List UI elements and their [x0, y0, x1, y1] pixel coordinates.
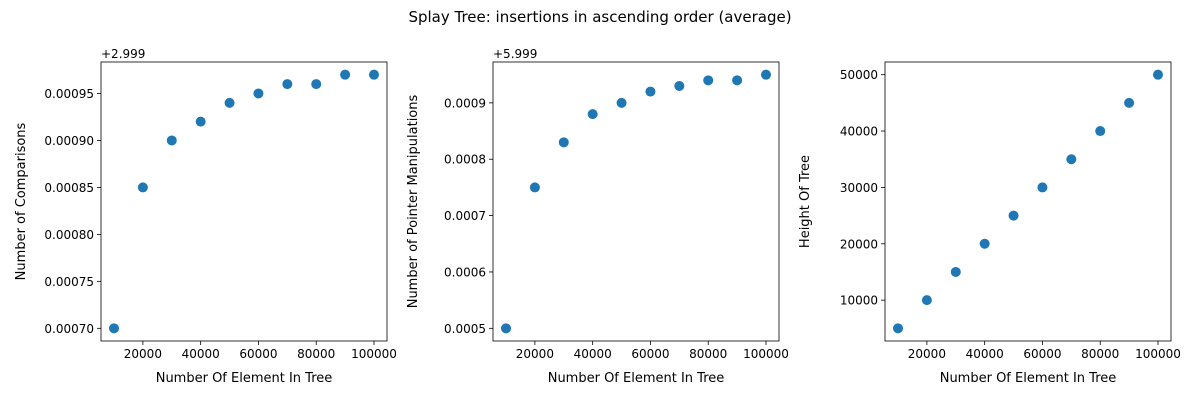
data-point: [893, 323, 903, 334]
y-axis-label: Height Of Tree: [798, 155, 813, 248]
y-axis-label: Number of Comparisons: [14, 122, 29, 280]
data-point: [501, 323, 511, 334]
x-tick-label: 100000: [743, 347, 789, 361]
data-point: [253, 88, 264, 99]
axes-frame: [492, 61, 780, 342]
axes-frame: [100, 61, 388, 342]
x-tick-label: 100000: [1135, 347, 1181, 361]
x-tick-label: 60000: [631, 347, 669, 361]
data-point: [109, 323, 119, 334]
data-point: [311, 79, 322, 90]
x-tick-label: 60000: [1023, 347, 1061, 361]
y-tick-label: 0.0007: [444, 209, 486, 223]
y-tick-label: 30000: [840, 181, 878, 195]
y-tick-label: 40000: [840, 125, 878, 139]
x-tick-label: 40000: [966, 347, 1004, 361]
y-offset-text: +5.999: [493, 47, 537, 61]
data-point: [732, 75, 743, 86]
subplots: 20000 40000 60000 80000 1000000.000700.00075…: [14, 47, 1181, 386]
figure-title: Splay Tree: insertions in ascending orde…: [408, 8, 791, 26]
data-point: [369, 69, 379, 80]
x-tick-label: 100000: [351, 347, 397, 361]
data-point: [1008, 210, 1019, 221]
data-point: [529, 182, 540, 193]
y-tick-label: 0.00075: [44, 275, 94, 289]
y-tick-label: 0.00070: [44, 322, 94, 336]
data-point: [950, 266, 961, 277]
x-tick-label: 20000: [516, 347, 554, 361]
x-tick-label: 40000: [574, 347, 612, 361]
data-point: [979, 238, 990, 249]
data-point: [761, 69, 771, 80]
data-point: [166, 135, 177, 146]
x-axis-label: Number Of Element In Tree: [940, 371, 1117, 386]
data-point: [587, 109, 598, 120]
x-tick-label: 20000: [908, 347, 946, 361]
data-point: [137, 182, 148, 193]
x-tick-label: 80000: [689, 347, 727, 361]
x-tick-label: 40000: [182, 347, 220, 361]
data-point: [224, 97, 235, 108]
data-point: [703, 75, 714, 86]
data-point: [282, 79, 293, 90]
y-tick-label: 20000: [840, 237, 878, 251]
y-tick-label: 0.00080: [44, 228, 94, 242]
y-tick-label: 0.0009: [444, 96, 486, 110]
data-point: [645, 86, 656, 97]
y-tick-label: 0.0008: [444, 153, 486, 167]
data-point: [558, 137, 569, 148]
x-axis-label: Number Of Element In Tree: [156, 371, 333, 386]
data-point: [195, 116, 206, 127]
y-tick-label: 0.00085: [44, 181, 94, 195]
subplot-1: 20000 40000 60000 80000 100000 0.00070 0.00075…: [14, 47, 397, 386]
subplot-3: 20000 40000 60000 80000 100000 10000 20000 3000…: [798, 61, 1181, 386]
subplot-2: 20000 40000 60000 80000 100000 0.0005 0.0006 0.…: [406, 47, 789, 386]
x-tick-label: 80000: [1081, 347, 1119, 361]
y-tick-label: 50000: [840, 68, 878, 82]
y-offset-text: +2.999: [101, 47, 145, 61]
y-tick-label: 0.0005: [444, 322, 486, 336]
data-point: [1037, 182, 1048, 193]
y-tick-label: 10000: [840, 294, 878, 308]
y-tick-label: 0.00090: [44, 134, 94, 148]
data-point: [674, 80, 685, 91]
axes-frame: [884, 61, 1172, 342]
x-tick-label: 80000: [297, 347, 335, 361]
y-tick-label: 0.00095: [44, 87, 94, 101]
y-tick-label: 0.0006: [444, 265, 486, 279]
x-axis-label: Number Of Element In Tree: [548, 371, 725, 386]
y-axis-label: Number of Pointer Manipulations: [406, 95, 421, 309]
x-tick-label: 20000: [124, 347, 162, 361]
data-point: [1066, 154, 1077, 165]
x-tick-label: 60000: [239, 347, 277, 361]
data-point: [1153, 69, 1163, 80]
data-point: [616, 97, 627, 108]
data-point: [1124, 97, 1135, 108]
data-point: [340, 69, 351, 80]
data-point: [1095, 126, 1106, 137]
data-point: [921, 295, 932, 306]
